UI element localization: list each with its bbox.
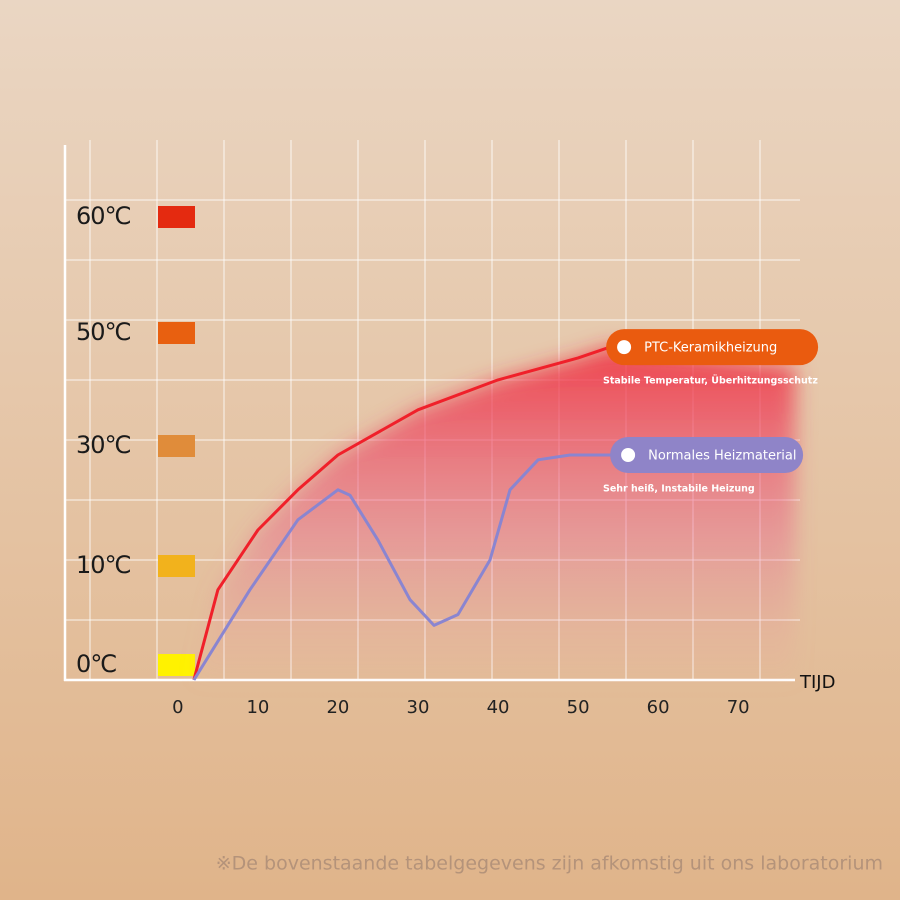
y-tick-label: 30℃ [76,431,131,459]
legend-dot [617,340,632,355]
legend-badge [610,437,804,473]
y-tick-swatch [158,435,195,457]
x-tick-label: 30 [407,697,430,718]
x-tick-label: 0 [172,697,183,718]
legend-label: Normales Heizmaterial [648,449,796,464]
line [192,453,615,681]
line [192,345,611,681]
x-tick-label: 10 [246,697,269,718]
y-tick-label: 60℃ [76,202,131,230]
x-tick-label: 60 [647,697,670,718]
y-tick-label: 0℃ [76,650,116,678]
y-tick-label: 10℃ [76,551,131,579]
y-tick-swatch [158,654,195,676]
x-axis-label: TIJD [799,672,835,693]
x-tick-label: 20 [326,697,349,718]
legend-dot [621,448,636,462]
legend-description: Stabile Temperatur, Überhitzungsschutz [603,376,818,387]
y-tick-swatch [158,206,195,228]
y-tick-label: 50℃ [76,318,131,346]
area [193,347,796,680]
legend-label: PTC-Keramikheizung [644,341,777,356]
footnote: ※De bovenstaande tabelgegevens zijn afko… [216,853,883,875]
x-tick-label: 40 [487,697,510,718]
x-tick-label: 50 [567,697,590,718]
y-tick-swatch [158,555,195,577]
x-tick-label: 70 [727,697,750,718]
legend-badge [606,329,819,366]
legend-description: Sehr heiß, Instabile Heizung [603,484,755,495]
y-tick-swatch [158,322,195,344]
